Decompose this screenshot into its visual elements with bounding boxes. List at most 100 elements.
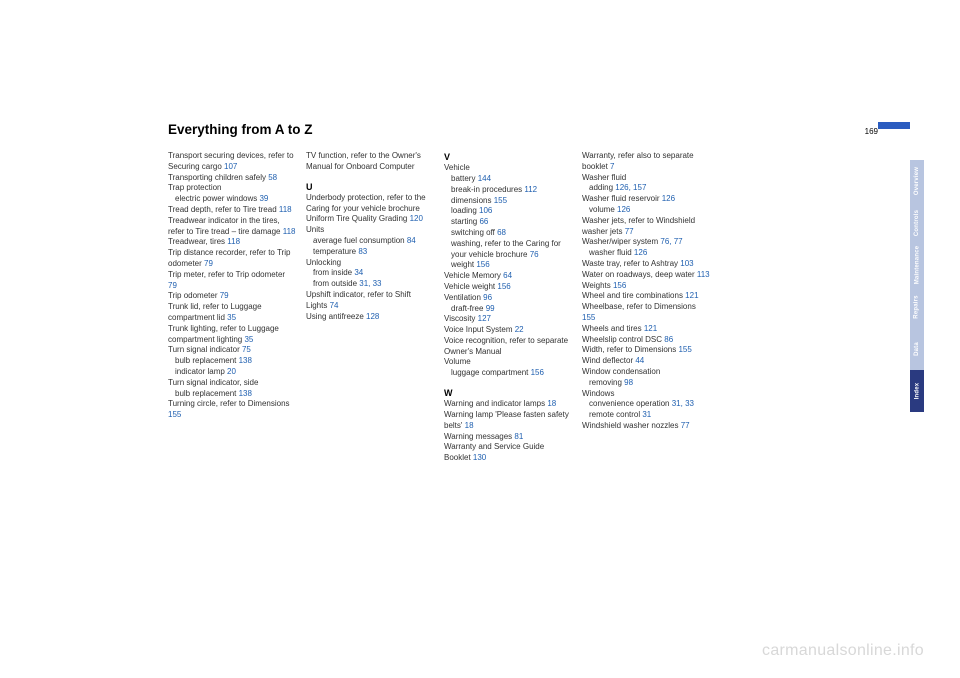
page-ref[interactable]: 155 xyxy=(168,410,181,419)
page-ref[interactable]: 79 xyxy=(204,259,213,268)
page-ref[interactable]: 74 xyxy=(330,301,339,310)
page-ref[interactable]: 107 xyxy=(224,162,237,171)
page-ref[interactable]: 31 xyxy=(642,410,651,419)
index-entry: Viscosity 127 xyxy=(444,314,572,325)
page-ref[interactable]: 155 xyxy=(494,196,507,205)
index-entry: Warning lamp 'Please fasten safety belts… xyxy=(444,410,572,432)
index-entry: Ventilation 96 xyxy=(444,293,572,304)
side-tab-maintenance[interactable]: Maintenance xyxy=(910,244,924,286)
entry-text: volume xyxy=(589,205,617,214)
page-ref[interactable]: 77 xyxy=(681,421,690,430)
page-ref[interactable]: 31, 33 xyxy=(672,399,694,408)
side-tab-index[interactable]: Index xyxy=(910,370,924,412)
section-letter: W xyxy=(444,387,572,399)
page-ref[interactable]: 106 xyxy=(479,206,492,215)
page-ref[interactable]: 112 xyxy=(524,185,537,194)
page-ref[interactable]: 76, 77 xyxy=(660,237,682,246)
index-page: Everything from A to Z 169 Transport sec… xyxy=(168,122,878,464)
index-columns: Transport securing devices, refer to Sec… xyxy=(168,151,878,464)
index-entry: Turning circle, refer to Dimensions 155 xyxy=(168,399,296,421)
page-ref[interactable]: 155 xyxy=(678,345,691,354)
page-ref[interactable]: 98 xyxy=(624,378,633,387)
page-ref[interactable]: 121 xyxy=(685,291,698,300)
page-ref[interactable]: 138 xyxy=(239,356,252,365)
side-tabs: Overview Controls MaintenanceRepairs Data In… xyxy=(910,160,924,412)
page-ref[interactable]: 35 xyxy=(227,313,236,322)
side-tab-label: Data xyxy=(914,342,920,356)
index-entry: convenience operation 31, 33 xyxy=(582,399,710,410)
entry-text: Warning and indicator lamps xyxy=(444,399,547,408)
page-ref[interactable]: 58 xyxy=(268,173,277,182)
page-ref[interactable]: 103 xyxy=(680,259,693,268)
index-entry: volume 126 xyxy=(582,205,710,216)
entry-text: Vehicle Memory xyxy=(444,271,503,280)
page-ref[interactable]: 126 xyxy=(617,205,630,214)
page-ref[interactable]: 86 xyxy=(664,335,673,344)
page-ref[interactable]: 156 xyxy=(497,282,510,291)
page-ref[interactable]: 84 xyxy=(407,236,416,245)
page-ref[interactable]: 76 xyxy=(530,250,539,259)
side-tab-overview[interactable]: Overview xyxy=(910,160,924,202)
index-entry: Trip odometer 79 xyxy=(168,291,296,302)
entry-text: from outside xyxy=(313,279,359,288)
side-tab-repairs[interactable]: Repairs xyxy=(910,286,924,328)
index-entry: Wind deflector 44 xyxy=(582,356,710,367)
page-ref[interactable]: 118 xyxy=(283,227,296,236)
page-ref[interactable]: 130 xyxy=(473,453,486,462)
page-ref[interactable]: 22 xyxy=(515,325,524,334)
entry-text: luggage compartment xyxy=(451,368,531,377)
index-entry: Waste tray, refer to Ashtray 103 xyxy=(582,259,710,270)
page-ref[interactable]: 127 xyxy=(478,314,491,323)
page-ref[interactable]: 118 xyxy=(227,237,240,246)
page-ref[interactable]: 156 xyxy=(613,281,626,290)
page-ref[interactable]: 75 xyxy=(242,345,251,354)
index-entry: starting 66 xyxy=(444,217,572,228)
page-ref[interactable]: 77 xyxy=(625,227,634,236)
page-ref[interactable]: 126 xyxy=(634,248,647,257)
page-ref[interactable]: 79 xyxy=(168,281,177,290)
page-ref[interactable]: 83 xyxy=(358,247,367,256)
page-ref[interactable]: 44 xyxy=(635,356,644,365)
page-ref[interactable]: 96 xyxy=(483,293,492,302)
page-ref[interactable]: 138 xyxy=(239,389,252,398)
page-ref[interactable]: 35 xyxy=(244,335,253,344)
page-ref[interactable]: 121 xyxy=(644,324,657,333)
page-ref[interactable]: 120 xyxy=(410,214,423,223)
page-ref[interactable]: 81 xyxy=(514,432,523,441)
page-ref[interactable]: 20 xyxy=(227,367,236,376)
page-ref[interactable]: 128 xyxy=(366,312,379,321)
page-ref[interactable]: 18 xyxy=(465,421,474,430)
page-ref[interactable]: 18 xyxy=(547,399,556,408)
index-entry: TV function, refer to the Owner's Manual… xyxy=(306,151,434,173)
page-ref[interactable]: 113 xyxy=(697,270,710,279)
index-entry: Washer fluid reservoir 126 xyxy=(582,194,710,205)
entry-text: Weights xyxy=(582,281,613,290)
page-ref[interactable]: 144 xyxy=(478,174,491,183)
page-ref[interactable]: 118 xyxy=(279,205,292,214)
entry-text: starting xyxy=(451,217,479,226)
page-ref[interactable]: 31, 33 xyxy=(359,279,381,288)
page-ref[interactable]: 156 xyxy=(531,368,544,377)
entry-text: Treadwear, tires xyxy=(168,237,227,246)
side-tab-label: Controls xyxy=(914,210,920,236)
page-ref[interactable]: 156 xyxy=(476,260,489,269)
page-ref[interactable]: 79 xyxy=(220,291,229,300)
page-ref[interactable]: 99 xyxy=(486,304,495,313)
index-entry: Water on roadways, deep water 113 xyxy=(582,270,710,281)
entry-text: dimensions xyxy=(451,196,494,205)
page-ref[interactable]: 155 xyxy=(582,313,595,322)
page-ref[interactable]: 126 xyxy=(662,194,675,203)
page-ref[interactable]: 68 xyxy=(497,228,506,237)
page-ref[interactable]: 126, 157 xyxy=(615,183,646,192)
page-title: Everything from A to Z xyxy=(168,122,313,137)
page-ref[interactable]: 66 xyxy=(479,217,488,226)
page-ref[interactable]: 64 xyxy=(503,271,512,280)
side-tab-controls[interactable]: Controls xyxy=(910,202,924,244)
index-entry: Uniform Tire Quality Grading 120 xyxy=(306,214,434,225)
page-ref[interactable]: 7 xyxy=(610,162,614,171)
side-tab-data[interactable]: Data xyxy=(910,328,924,370)
page-ref[interactable]: 34 xyxy=(354,268,363,277)
entry-text: Warning lamp 'Please fasten safety belts… xyxy=(444,410,569,430)
entry-text: Wind deflector xyxy=(582,356,635,365)
page-ref[interactable]: 39 xyxy=(259,194,268,203)
